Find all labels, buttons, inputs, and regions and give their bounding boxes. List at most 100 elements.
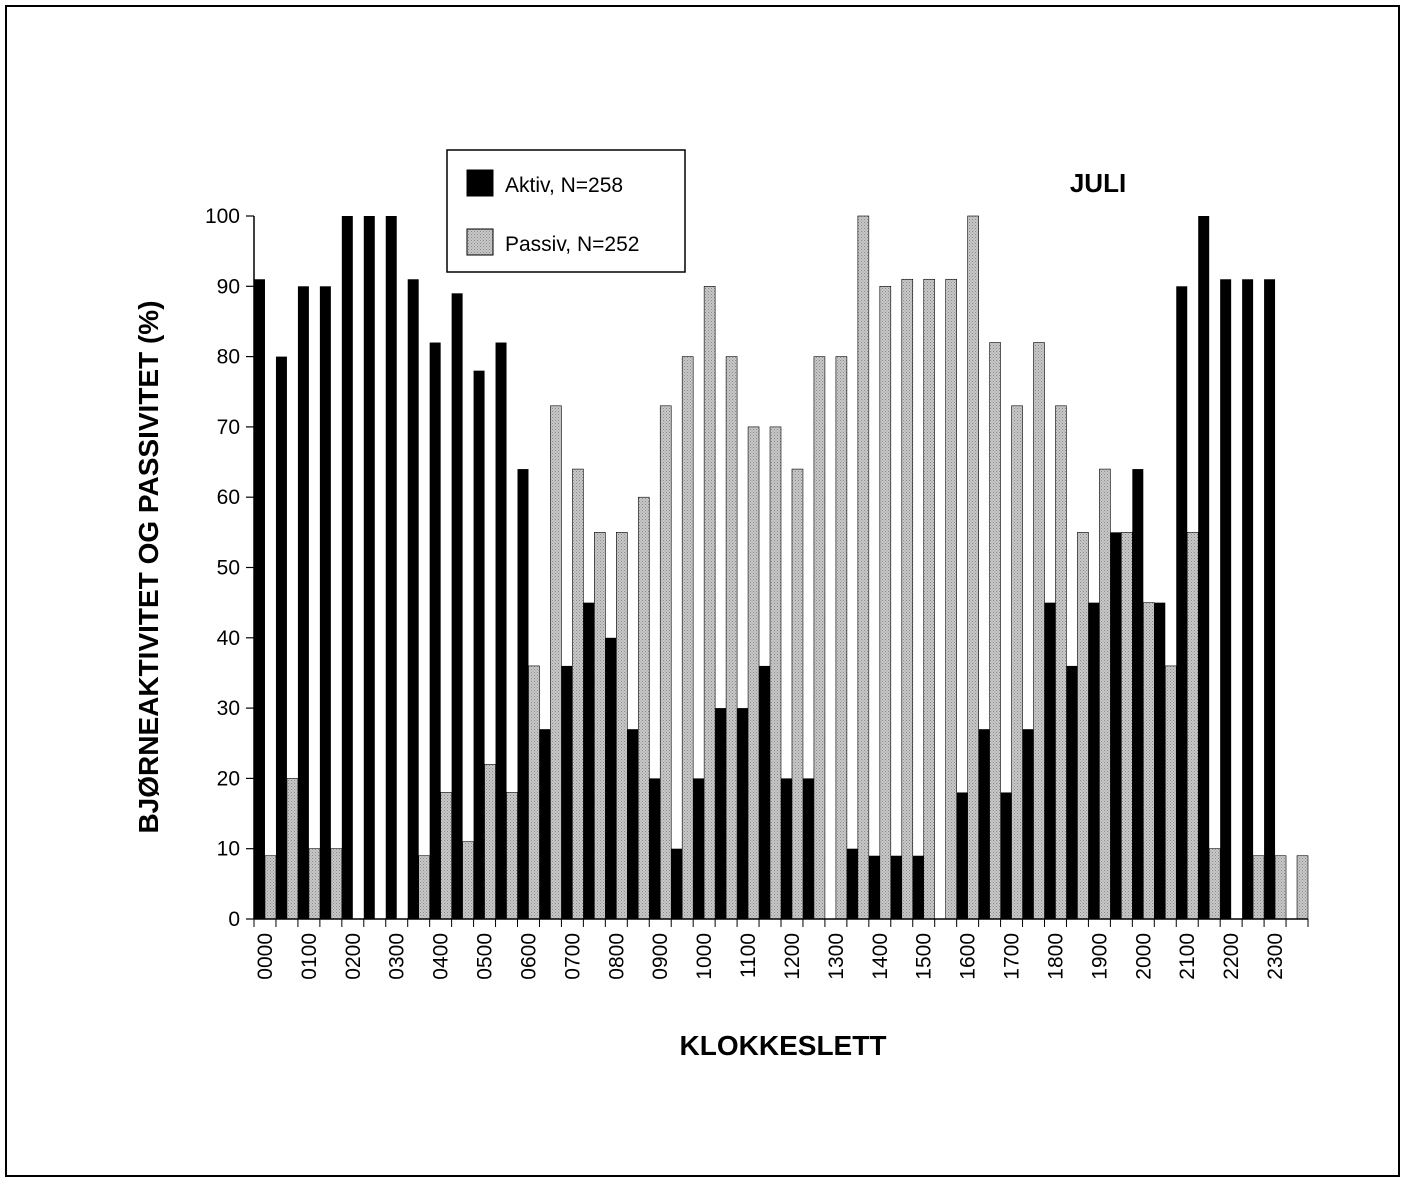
- bar-passiv-47: [1296, 855, 1309, 920]
- bar-aktiv-11: [495, 342, 507, 919]
- y-tick-label-1: 10: [217, 838, 240, 861]
- x-ticks-group: 0000 0100 0200 0300 0400 0500 0600 0700 0800 0900…: [253, 919, 1309, 980]
- bar-aktiv-4: [341, 216, 353, 919]
- bar-passiv-36: [1055, 405, 1067, 920]
- x-tick-label-14: 1400: [869, 933, 892, 980]
- bar-passiv-45: [1252, 855, 1265, 920]
- bar-passiv-8: [440, 792, 452, 920]
- x-tick-label-15: 1500: [913, 933, 936, 980]
- legend-swatch-aktiv: [466, 169, 494, 197]
- legend-label-aktiv: Aktiv, N=258: [505, 174, 623, 197]
- y-tick-label-5: 50: [217, 557, 240, 580]
- bar-aktiv-19: [671, 848, 683, 919]
- bar-aktiv-3: [319, 286, 331, 919]
- bar-aktiv-46: [1264, 279, 1276, 919]
- bar-passiv-22: [747, 426, 760, 920]
- bar-passiv-24: [791, 468, 804, 920]
- bar-passiv-14: [572, 468, 584, 920]
- bar-aktiv-20: [693, 778, 705, 919]
- legend: Aktiv, N=258 Passiv, N=252: [446, 149, 686, 273]
- bar-passiv-1: [286, 778, 299, 920]
- bars-group: [254, 215, 1309, 920]
- bar-passiv-23: [769, 426, 782, 920]
- bar-passiv-26: [835, 356, 848, 920]
- x-tick-label-6: 0600: [517, 933, 540, 980]
- bar-aktiv-13: [539, 729, 551, 919]
- bar-passiv-29: [901, 278, 914, 920]
- bar-passiv-31: [945, 278, 957, 920]
- y-tick-label-3: 30: [217, 697, 240, 720]
- bar-passiv-27: [857, 215, 870, 920]
- x-tick-label-23: 2300: [1264, 933, 1287, 980]
- bar-aktiv-18: [649, 778, 661, 919]
- bar-passiv-12: [528, 665, 540, 920]
- bar-aktiv-42: [1176, 286, 1188, 919]
- x-tick-label-20: 2000: [1132, 933, 1155, 980]
- y-tick-label-6: 60: [217, 486, 240, 509]
- bar-aktiv-33: [978, 729, 990, 919]
- bar-passiv-21: [725, 356, 738, 920]
- chart-frame: [5, 5, 1400, 1177]
- bar-passiv-7: [418, 855, 430, 920]
- y-tick-label-8: 80: [217, 346, 240, 369]
- bar-aktiv-10: [473, 370, 485, 919]
- bar-aktiv-39: [1110, 532, 1122, 919]
- bar-aktiv-37: [1066, 665, 1078, 919]
- bar-aktiv-41: [1154, 602, 1166, 919]
- y-tick-label-7: 70: [217, 416, 240, 439]
- bar-aktiv-38: [1088, 602, 1100, 919]
- bar-aktiv-44: [1220, 279, 1232, 919]
- bar-passiv-40: [1143, 602, 1155, 920]
- x-tick-label-5: 0500: [474, 933, 497, 980]
- x-tick-label-8: 0800: [605, 933, 628, 980]
- bar-aktiv-29: [890, 855, 902, 919]
- bar-aktiv-14: [561, 665, 573, 919]
- bar-passiv-25: [813, 356, 826, 920]
- bar-aktiv-34: [1000, 792, 1012, 919]
- bar-aktiv-24: [781, 778, 792, 919]
- bar-aktiv-30: [912, 855, 924, 919]
- bar-aktiv-35: [1022, 729, 1034, 919]
- bar-passiv-15: [594, 532, 606, 920]
- x-tick-label-21: 2100: [1176, 933, 1199, 980]
- bar-aktiv-15: [583, 602, 595, 919]
- bar-passiv-28: [879, 285, 892, 920]
- bar-aktiv-7: [407, 279, 419, 919]
- bar-passiv-42: [1186, 532, 1199, 920]
- bar-passiv-43: [1208, 848, 1221, 920]
- x-tick-label-1: 0100: [298, 933, 321, 980]
- bar-aktiv-27: [846, 848, 858, 919]
- x-tick-label-10: 1000: [693, 933, 716, 980]
- bar-passiv-46: [1274, 855, 1287, 920]
- bar-aktiv-8: [429, 342, 441, 919]
- chart-title: JULI: [1070, 168, 1126, 198]
- bar-aktiv-43: [1198, 216, 1210, 919]
- y-tick-label-2: 20: [217, 767, 240, 790]
- bar-passiv-33: [989, 342, 1001, 920]
- bar-passiv-20: [703, 285, 716, 920]
- bar-passiv-0: [264, 855, 277, 920]
- y-tick-label-9: 90: [217, 275, 240, 298]
- x-tick-label-12: 1200: [781, 933, 804, 980]
- bar-aktiv-0: [254, 279, 265, 919]
- bar-passiv-39: [1121, 532, 1133, 920]
- bar-aktiv-2: [297, 286, 309, 919]
- y-tick-label-0: 0: [228, 908, 240, 931]
- legend-label-passiv: Passiv, N=252: [505, 233, 639, 256]
- bar-passiv-41: [1164, 665, 1177, 920]
- x-tick-label-7: 0700: [561, 933, 584, 980]
- y-axis-title: BJØRNEAKTIVITET OG PASSIVITET (%): [133, 300, 164, 833]
- x-axis-title: KLOKKESLETT: [680, 1030, 887, 1061]
- bar-passiv-3: [330, 848, 343, 920]
- bar-passiv-34: [1011, 405, 1023, 920]
- bar-aktiv-17: [627, 729, 639, 919]
- bar-aktiv-25: [802, 778, 814, 919]
- bar-passiv-10: [484, 764, 496, 920]
- bar-passiv-35: [1033, 342, 1045, 920]
- x-tick-label-19: 1900: [1088, 933, 1111, 980]
- y-tick-label-10: 100: [205, 205, 240, 228]
- bar-aktiv-45: [1242, 279, 1254, 919]
- bar-aktiv-21: [715, 708, 727, 919]
- bar-aktiv-6: [385, 216, 397, 919]
